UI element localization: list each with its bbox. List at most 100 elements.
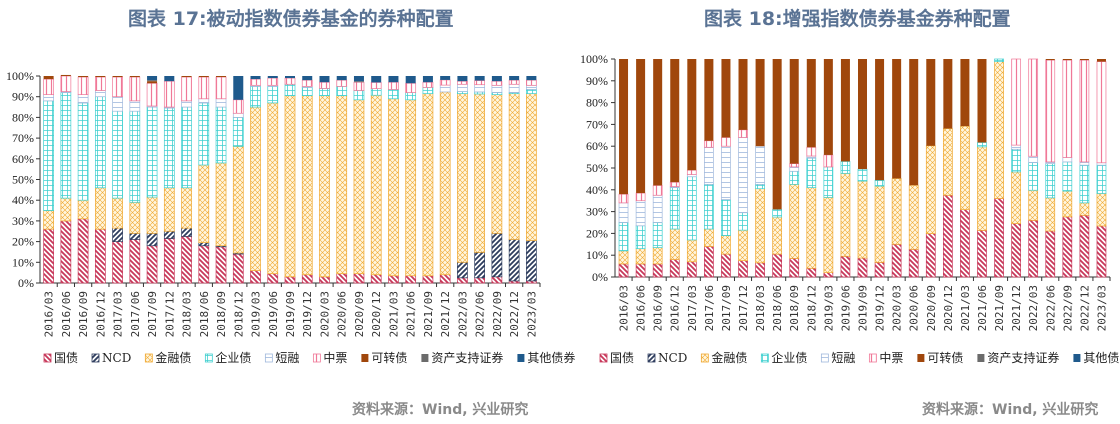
bar-segment [284,83,296,97]
bar-segment [857,168,868,182]
bar-segment [908,184,919,250]
y-tick-label: 10% [12,255,34,269]
bar-segment [146,82,158,107]
bar-segment [129,232,141,240]
bar-segment [422,93,434,277]
bar-segment [215,98,227,108]
y-tick-label: 60% [586,139,608,153]
bar-segment [353,76,364,82]
bar-segment [95,76,106,78]
x-tick-label: 2020/09 [925,285,938,331]
bar-segment [164,76,175,82]
bar-segment [457,277,468,284]
x-tick-label: 2021/09 [422,291,435,337]
bar-segment [772,59,782,210]
legend-swatch [1073,354,1081,362]
x-tick-label: 2022/03 [1027,285,1040,331]
bar-segment [319,81,330,89]
x-tick-label: 2022/09 [491,291,504,337]
bar-segment [250,270,261,284]
bar-segment [405,99,417,277]
bar-segment [857,180,868,259]
bar-segment [526,240,537,282]
x-tick-label: 2017/06 [129,291,142,337]
x-tick-label: 2022/09 [1061,285,1074,331]
x-tick-label: 2017/03 [112,291,125,337]
x-tick-label: 2021/12 [1010,285,1023,331]
x-tick-label: 2021/06 [976,285,989,331]
bar-segment [994,198,1004,278]
y-tick-label: 80% [12,110,34,124]
x-tick-label: 2017/09 [146,291,159,337]
x-tick-label: 2023/03 [525,291,538,337]
bar-segment [77,94,89,104]
bar-segment [874,262,885,278]
bar-segment [267,76,278,79]
bar-segment [874,185,885,263]
bar-segment [619,59,629,195]
bar-segment [77,76,89,95]
bar-segment [232,146,244,254]
bar-segment [370,274,382,284]
bar-segment [163,187,175,232]
bar-segment [635,263,646,278]
y-tick-label: 10% [586,248,608,262]
bar-segment [405,82,417,93]
bar-segment [216,76,227,78]
bar-segment [198,164,210,243]
bar-segment [925,145,936,234]
bar-segment [267,85,279,104]
y-tick-label: 0% [592,270,608,284]
bar-segment [198,98,210,104]
y-tick-label: 30% [586,205,608,219]
bar-segment [163,230,175,239]
bar-segment [1011,144,1021,150]
bar-segment [336,85,348,97]
bar-segment [652,222,663,248]
legend-swatch [204,353,213,363]
x-tick-label: 2020/12 [942,285,955,331]
bar-segment [250,85,261,108]
x-tick-label: 2021/03 [387,291,400,337]
bar-segment [960,125,970,210]
bar-segment [526,76,537,81]
bar-segment [422,87,434,94]
legend-swatch [760,353,769,363]
bar-segment [112,197,123,229]
chart-2: 0% 10% 20% 30% 40% 50% 60% 70% 80% 90% 100% 2016/03… [580,52,1120,365]
bar-segment [892,59,902,179]
bar-segment [474,84,486,93]
bar-segment [353,90,365,101]
bar-segment [925,233,936,278]
bar-segment [653,59,663,186]
bar-segment [875,59,885,181]
x-tick-label: 2020/12 [370,291,383,337]
bar-segment [112,241,123,284]
bar-segment [198,102,210,166]
bar-segment [977,146,987,231]
legend-swatch [144,353,153,363]
bar-segment [474,252,486,279]
bar-segment [823,154,834,168]
bar-segment [1045,197,1056,232]
bar-segment [1079,202,1090,216]
bar-segment [215,76,227,100]
x-tick-label: 2018/06 [198,291,211,337]
bar-segment [1011,171,1021,224]
bar-segment [926,59,936,146]
bar-segment [977,142,987,148]
bar-segment [439,84,451,93]
bar-segment [669,259,680,278]
bar-segment [405,275,417,284]
bar-segment [198,76,210,100]
bar-segment [336,95,348,275]
bar-segment [388,89,399,100]
legend-swatch [700,353,709,363]
bar-segment [232,99,244,114]
bar-segment [129,239,141,284]
bar-segment [508,79,520,85]
legend-swatch [361,354,369,362]
x-tick-label: 2016/12 [669,285,682,331]
bar-segment [250,78,261,86]
x-tick-label: 2016/06 [60,291,73,337]
